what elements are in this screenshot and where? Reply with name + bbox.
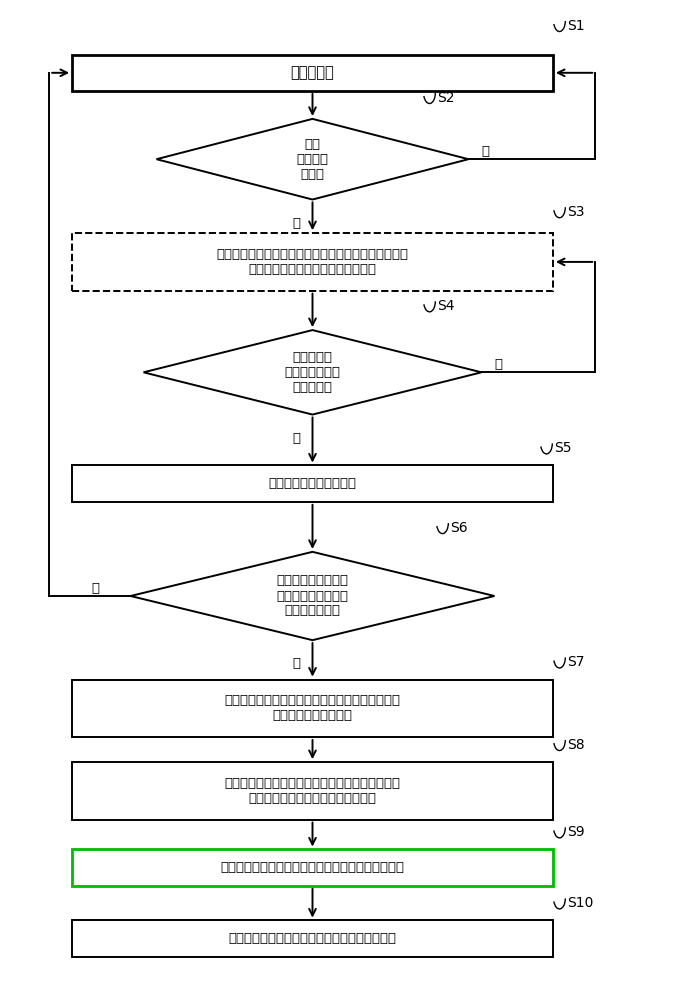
Text: 这些标签信息是否为
读取同一个射频标签
的数据而产生的: 这些标签信息是否为 读取同一个射频标签 的数据而产生的 [276,574,349,617]
Text: S5: S5 [554,441,572,455]
Text: S9: S9 [567,825,585,839]
Text: S10: S10 [567,896,594,910]
Text: 侦测一区域: 侦测一区域 [290,65,334,80]
Text: S8: S8 [567,738,585,752]
Text: 读取该射频标签的数据而产生一标签信息并撷取经过该
区域的车辆的影像而产生一影像信息: 读取该射频标签的数据而产生一标签信息并撷取经过该 区域的车辆的影像而产生一影像信… [217,248,408,276]
Text: 对所撷取到的影像信息中的车辆的车牌进行辨识并
产生多个辨识结果信息: 对所撷取到的影像信息中的车辆的车牌进行辨识并 产生多个辨识结果信息 [225,694,401,722]
Text: 于这些辨识结果信息中选出数量最多且内容相同的
一辨识结果信息作为一第一车牌信息: 于这些辨识结果信息中选出数量最多且内容相同的 一辨识结果信息作为一第一车牌信息 [225,777,401,805]
Text: S7: S7 [567,655,585,669]
FancyBboxPatch shape [72,233,553,291]
Text: 否: 否 [91,582,100,595]
Text: S3: S3 [567,205,585,219]
FancyBboxPatch shape [72,762,553,820]
Text: 否: 否 [494,358,502,371]
FancyBboxPatch shape [72,680,553,737]
Text: S6: S6 [450,521,468,535]
Text: 是: 是 [292,217,301,230]
Text: S4: S4 [437,299,455,313]
FancyBboxPatch shape [72,920,553,957]
Text: 将标签信息与第一车牌信息做配对并产生一配对数据: 将标签信息与第一车牌信息做配对并产生一配对数据 [221,861,404,874]
Text: 是否为最后
一次读取到射频
标签的数据: 是否为最后 一次读取到射频 标签的数据 [284,351,341,394]
Polygon shape [144,330,481,415]
Polygon shape [156,119,468,200]
Text: 是: 是 [292,657,301,670]
Text: 比对所侦测到的标签信息: 比对所侦测到的标签信息 [269,477,357,490]
Text: 否: 否 [481,145,489,158]
FancyBboxPatch shape [72,849,553,886]
Text: S1: S1 [567,19,585,33]
Text: S2: S2 [437,91,455,105]
Text: 将该配对数据编入一配对表并且储存于储存装置: 将该配对数据编入一配对表并且储存于储存装置 [229,932,397,945]
Polygon shape [131,552,494,640]
FancyBboxPatch shape [72,465,553,502]
Text: 是: 是 [292,432,301,445]
FancyBboxPatch shape [72,55,553,91]
Text: 是否
侦测到射
频标签: 是否 侦测到射 频标签 [297,138,328,181]
